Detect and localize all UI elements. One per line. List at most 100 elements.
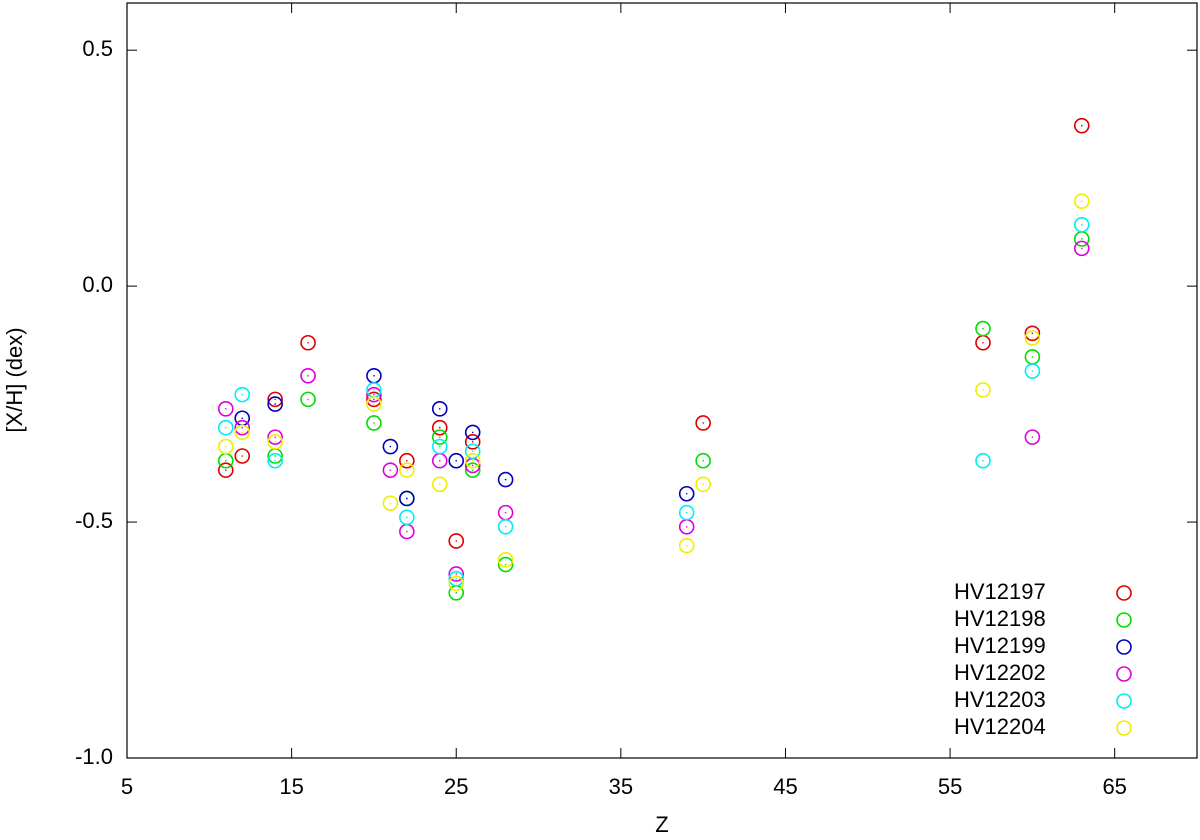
point: [431, 419, 448, 436]
point: [464, 434, 481, 450]
point: [695, 452, 711, 469]
point-center: [373, 374, 375, 377]
y-tick-label: -0.5: [75, 508, 113, 533]
point: [366, 386, 382, 403]
point-center: [504, 525, 507, 528]
legend-marker: [1116, 585, 1132, 601]
point-center: [471, 450, 474, 453]
point-center: [274, 398, 276, 401]
point: [366, 415, 382, 431]
point-center: [438, 436, 441, 438]
point-center: [455, 459, 458, 462]
point: [431, 429, 448, 445]
point-center: [224, 408, 227, 410]
point-center: [455, 573, 458, 575]
point: [1024, 330, 1041, 346]
point-center: [241, 426, 244, 429]
point: [678, 504, 695, 521]
point: [399, 490, 415, 507]
point-center: [224, 469, 227, 471]
point-center: [438, 483, 441, 486]
point-center: [373, 422, 375, 424]
point-center: [224, 445, 227, 448]
point: [267, 429, 283, 445]
point: [1073, 240, 1090, 257]
point-center: [406, 459, 408, 462]
point-center: [274, 436, 276, 438]
point: [1073, 193, 1090, 209]
point-center: [406, 469, 408, 471]
point: [267, 434, 283, 450]
point-center: [471, 469, 474, 471]
point: [234, 448, 251, 464]
point: [464, 443, 481, 460]
point-center: [274, 403, 276, 405]
point-center: [241, 393, 244, 396]
point-center: [455, 540, 458, 542]
point-center: [373, 393, 375, 396]
x-tick-label: 5: [121, 774, 133, 799]
point: [234, 419, 251, 436]
point-center: [982, 459, 984, 462]
point: [497, 471, 514, 488]
legend-marker: [1116, 639, 1132, 655]
point-center: [307, 398, 309, 401]
point: [497, 552, 514, 568]
x-tick-label: 35: [609, 774, 633, 799]
point: [399, 509, 415, 526]
point-center: [389, 445, 392, 448]
point: [382, 462, 399, 478]
point: [975, 320, 991, 337]
point: [267, 391, 283, 408]
point-center: [702, 483, 704, 486]
point: [217, 438, 234, 455]
point-center: [406, 516, 408, 519]
point: [431, 476, 448, 493]
point-center: [982, 327, 984, 330]
y-tick-label: -1.0: [75, 744, 113, 769]
legend-marker: [1116, 720, 1132, 736]
point: [217, 462, 234, 478]
point-center: [1080, 124, 1083, 127]
point: [678, 537, 695, 554]
point-center: [307, 341, 309, 344]
point: [448, 452, 465, 469]
point: [464, 462, 481, 478]
point-center: [1080, 223, 1083, 226]
point-center: [702, 422, 704, 424]
point-center: [685, 492, 688, 495]
plot-frame: [126, 2, 1198, 759]
point: [1073, 117, 1090, 134]
point: [1024, 429, 1041, 445]
point-center: [504, 478, 507, 481]
point: [382, 438, 399, 455]
point-center: [373, 403, 375, 405]
point: [300, 334, 316, 351]
point-center: [455, 577, 458, 580]
point-center: [1031, 370, 1034, 372]
point-center: [406, 497, 408, 500]
point-center: [455, 592, 458, 594]
point: [399, 452, 415, 469]
point-center: [685, 511, 688, 514]
point: [975, 452, 991, 469]
point-center: [438, 445, 441, 448]
x-axis-title: Z: [655, 812, 668, 837]
point: [448, 570, 465, 587]
legend-label: HV12199: [954, 633, 1046, 658]
point-center: [1080, 238, 1083, 240]
point: [497, 556, 514, 573]
point: [448, 575, 465, 592]
point: [234, 424, 251, 441]
point-center: [224, 426, 227, 429]
point: [464, 452, 481, 469]
point-center: [438, 459, 441, 462]
point-center: [241, 417, 244, 420]
point: [448, 566, 465, 582]
point: [366, 396, 382, 412]
point: [497, 518, 514, 535]
legend-label: HV12197: [954, 579, 1046, 604]
point-center: [224, 459, 227, 462]
point-center: [406, 530, 408, 533]
